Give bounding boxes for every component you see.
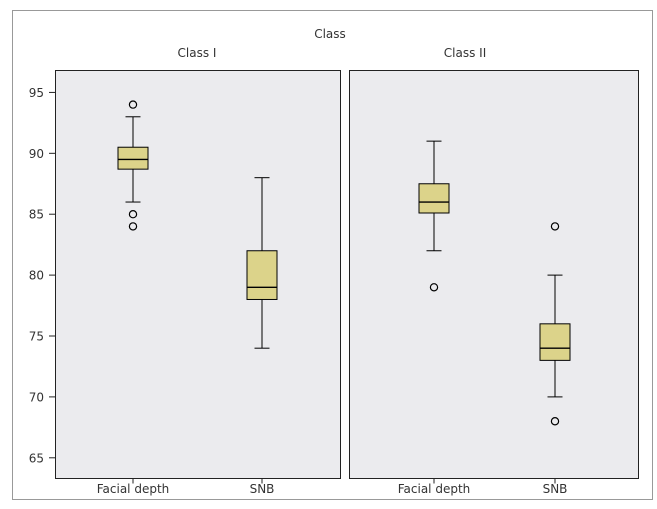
y-tick-label: 80: [29, 269, 44, 283]
box-group: [117, 100, 149, 231]
y-tick-label: 90: [29, 147, 44, 161]
outlier-point: [550, 222, 560, 231]
box-group: [539, 222, 571, 426]
panel-label-class-i: Class I: [178, 46, 217, 60]
chart-title: Class: [314, 27, 346, 41]
iqr-box: [246, 250, 278, 300]
y-tick-label: 65: [29, 451, 44, 465]
y-axis: 65 70 75 80 85 90 95: [29, 70, 56, 479]
panel-class-ii: [349, 70, 639, 479]
y-tick-label: 75: [29, 330, 44, 344]
x-tick-label: SNB: [250, 482, 275, 496]
outlier-point: [128, 100, 138, 109]
box-marks: [117, 100, 571, 426]
y-tick-label: 95: [29, 86, 44, 100]
x-axis-labels: Facial depth SNB Facial depth SNB: [97, 478, 568, 496]
iqr-box: [117, 146, 149, 170]
y-tick-label: 70: [29, 390, 44, 404]
iqr-box: [418, 183, 450, 214]
x-tick-label: Facial depth: [398, 482, 471, 496]
iqr-box: [539, 323, 571, 361]
box-group: [418, 140, 450, 292]
panel-class-i: [55, 70, 341, 479]
outlier-point: [128, 222, 138, 231]
outlier-point: [128, 210, 138, 219]
x-tick-label: Facial depth: [97, 482, 170, 496]
panel-label-class-ii: Class II: [444, 46, 486, 60]
box-group: [246, 177, 278, 349]
y-tick-label: 85: [29, 208, 44, 222]
outlier-point: [550, 417, 560, 426]
x-tick-label: SNB: [543, 482, 568, 496]
outlier-point: [429, 283, 439, 292]
